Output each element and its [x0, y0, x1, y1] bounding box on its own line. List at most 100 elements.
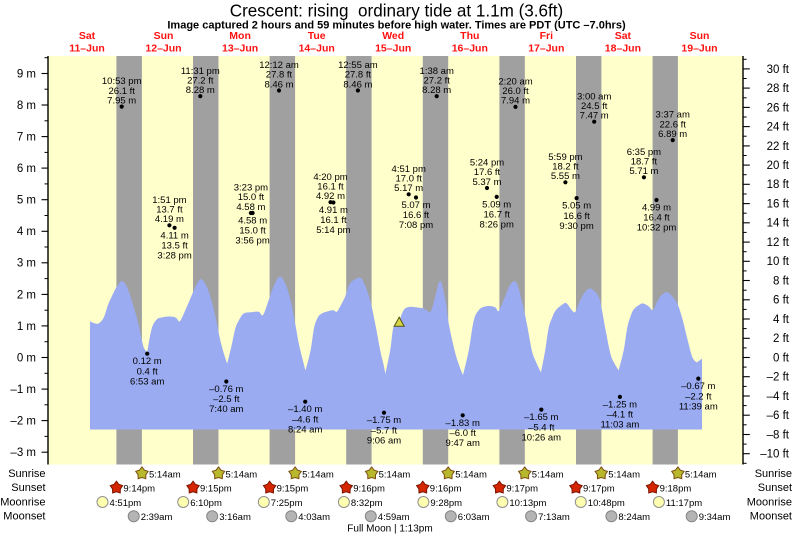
- svg-text:–2.5 ft: –2.5 ft: [213, 394, 240, 405]
- svg-text:9:14pm: 9:14pm: [123, 484, 155, 495]
- svg-text:8:26 pm: 8:26 pm: [480, 220, 514, 231]
- svg-text:14–Jun: 14–Jun: [299, 43, 335, 55]
- svg-text:Moonset: Moonset: [750, 511, 792, 523]
- svg-text:9:47 am: 9:47 am: [446, 438, 480, 449]
- svg-text:Sat: Sat: [615, 30, 632, 42]
- svg-text:4:03am: 4:03am: [298, 512, 330, 523]
- svg-text:7.47 m: 7.47 m: [580, 111, 609, 122]
- svg-text:4.58 m: 4.58 m: [236, 202, 265, 213]
- svg-text:2 m: 2 m: [17, 289, 36, 301]
- svg-text:4:51pm: 4:51pm: [110, 498, 142, 509]
- svg-text:Full Moon | 1:13pm: Full Moon | 1:13pm: [347, 524, 432, 535]
- svg-text:Mon: Mon: [229, 30, 251, 42]
- svg-text:Moonset: Moonset: [3, 511, 45, 523]
- svg-text:0 ft: 0 ft: [773, 352, 790, 364]
- svg-text:–8 ft: –8 ft: [767, 429, 790, 441]
- svg-text:7.94 m: 7.94 m: [501, 96, 530, 107]
- svg-text:Fri: Fri: [540, 30, 554, 42]
- svg-text:0 m: 0 m: [17, 352, 36, 364]
- svg-text:Sunset: Sunset: [11, 482, 45, 494]
- svg-text:8 ft: 8 ft: [773, 275, 790, 287]
- svg-text:6:35 pm: 6:35 pm: [627, 147, 661, 158]
- svg-text:4.58 m: 4.58 m: [238, 216, 267, 227]
- svg-text:5:14am: 5:14am: [226, 469, 258, 480]
- svg-text:Tue: Tue: [308, 30, 326, 42]
- svg-text:9 m: 9 m: [17, 68, 36, 80]
- svg-text:10:53 pm: 10:53 pm: [102, 76, 142, 87]
- svg-text:11:31 pm: 11:31 pm: [181, 66, 220, 77]
- svg-text:–1 m: –1 m: [10, 384, 36, 396]
- svg-text:Image captured 2 hours and 59: Image captured 2 hours and 59 minutes be…: [167, 20, 626, 32]
- svg-text:2:20 am: 2:20 am: [498, 77, 532, 88]
- svg-text:8.46 m: 8.46 m: [264, 79, 293, 90]
- svg-text:15–Jun: 15–Jun: [375, 43, 411, 55]
- svg-text:1:51 pm: 1:51 pm: [152, 195, 186, 206]
- svg-text:4.91 m: 4.91 m: [319, 205, 348, 216]
- svg-text:11:03 am: 11:03 am: [600, 420, 639, 431]
- svg-text:6:03am: 6:03am: [458, 512, 490, 523]
- svg-text:6 m: 6 m: [17, 163, 36, 175]
- svg-text:16.1 ft: 16.1 ft: [317, 181, 344, 192]
- svg-text:Moonrise: Moonrise: [0, 496, 45, 508]
- svg-text:–2 m: –2 m: [10, 416, 36, 428]
- svg-text:17.6 ft: 17.6 ft: [474, 167, 501, 178]
- svg-text:13.7 ft: 13.7 ft: [156, 205, 183, 216]
- svg-text:9:16pm: 9:16pm: [430, 484, 462, 495]
- svg-text:Sat: Sat: [79, 30, 96, 42]
- svg-text:–4.6 ft: –4.6 ft: [292, 414, 319, 425]
- svg-text:19–Jun: 19–Jun: [681, 43, 717, 55]
- svg-text:–2.2 ft: –2.2 ft: [685, 391, 712, 402]
- svg-text:5:14am: 5:14am: [302, 469, 334, 480]
- svg-text:–4 ft: –4 ft: [767, 391, 790, 403]
- svg-text:5:14 pm: 5:14 pm: [316, 225, 350, 236]
- svg-text:5:14am: 5:14am: [532, 469, 564, 480]
- svg-text:22.6 ft: 22.6 ft: [659, 119, 686, 130]
- svg-text:27.2 ft: 27.2 ft: [423, 75, 450, 86]
- svg-text:5 m: 5 m: [17, 195, 36, 207]
- svg-text:4:51 pm: 4:51 pm: [392, 164, 426, 175]
- svg-text:12 ft: 12 ft: [767, 237, 790, 249]
- svg-text:16.6 ft: 16.6 ft: [403, 210, 430, 221]
- svg-text:10:48pm: 10:48pm: [588, 498, 625, 509]
- svg-text:24.5 ft: 24.5 ft: [581, 101, 608, 112]
- svg-text:11–Jun: 11–Jun: [69, 43, 105, 55]
- svg-text:26.1 ft: 26.1 ft: [108, 86, 135, 97]
- svg-text:27.8 ft: 27.8 ft: [266, 70, 293, 81]
- svg-text:1 m: 1 m: [17, 321, 36, 333]
- svg-text:4 ft: 4 ft: [773, 314, 790, 326]
- svg-text:5:14am: 5:14am: [149, 469, 181, 480]
- svg-text:5:14am: 5:14am: [379, 469, 411, 480]
- svg-text:12–Jun: 12–Jun: [145, 43, 181, 55]
- svg-text:9:15pm: 9:15pm: [277, 484, 309, 495]
- svg-text:8.28 m: 8.28 m: [422, 85, 451, 96]
- svg-text:26 ft: 26 ft: [767, 102, 790, 114]
- svg-text:9:30 pm: 9:30 pm: [559, 221, 593, 232]
- svg-text:5:59 pm: 5:59 pm: [548, 152, 582, 163]
- svg-text:6.89 m: 6.89 m: [658, 129, 687, 140]
- svg-text:18–Jun: 18–Jun: [605, 43, 641, 55]
- svg-text:6:53 am: 6:53 am: [130, 376, 164, 387]
- svg-text:16.6 ft: 16.6 ft: [563, 211, 590, 222]
- svg-text:5:24 pm: 5:24 pm: [470, 158, 504, 169]
- svg-text:–3 m: –3 m: [10, 447, 36, 459]
- svg-text:15.0 ft: 15.0 ft: [238, 192, 265, 203]
- svg-text:–5.4 ft: –5.4 ft: [528, 422, 555, 433]
- svg-text:8:32pm: 8:32pm: [351, 498, 383, 509]
- svg-text:5.05 m: 5.05 m: [562, 201, 591, 212]
- svg-text:9:34am: 9:34am: [699, 512, 731, 523]
- svg-text:16.7 ft: 16.7 ft: [483, 210, 510, 221]
- svg-text:–1.25 m: –1.25 m: [603, 399, 637, 410]
- svg-text:7.95 m: 7.95 m: [107, 95, 136, 106]
- svg-text:9:16pm: 9:16pm: [353, 484, 385, 495]
- svg-text:5.09 m: 5.09 m: [482, 199, 511, 210]
- svg-text:5.17 m: 5.17 m: [394, 183, 423, 194]
- svg-text:–2 ft: –2 ft: [767, 372, 790, 384]
- svg-text:3:37 am: 3:37 am: [656, 110, 690, 121]
- svg-text:24 ft: 24 ft: [767, 122, 790, 134]
- svg-text:3:16am: 3:16am: [219, 512, 251, 523]
- svg-text:7:25pm: 7:25pm: [271, 498, 303, 509]
- svg-text:6:10pm: 6:10pm: [190, 498, 222, 509]
- svg-text:8.46 m: 8.46 m: [343, 79, 372, 90]
- svg-text:4:59am: 4:59am: [378, 512, 410, 523]
- svg-text:4 m: 4 m: [17, 226, 36, 238]
